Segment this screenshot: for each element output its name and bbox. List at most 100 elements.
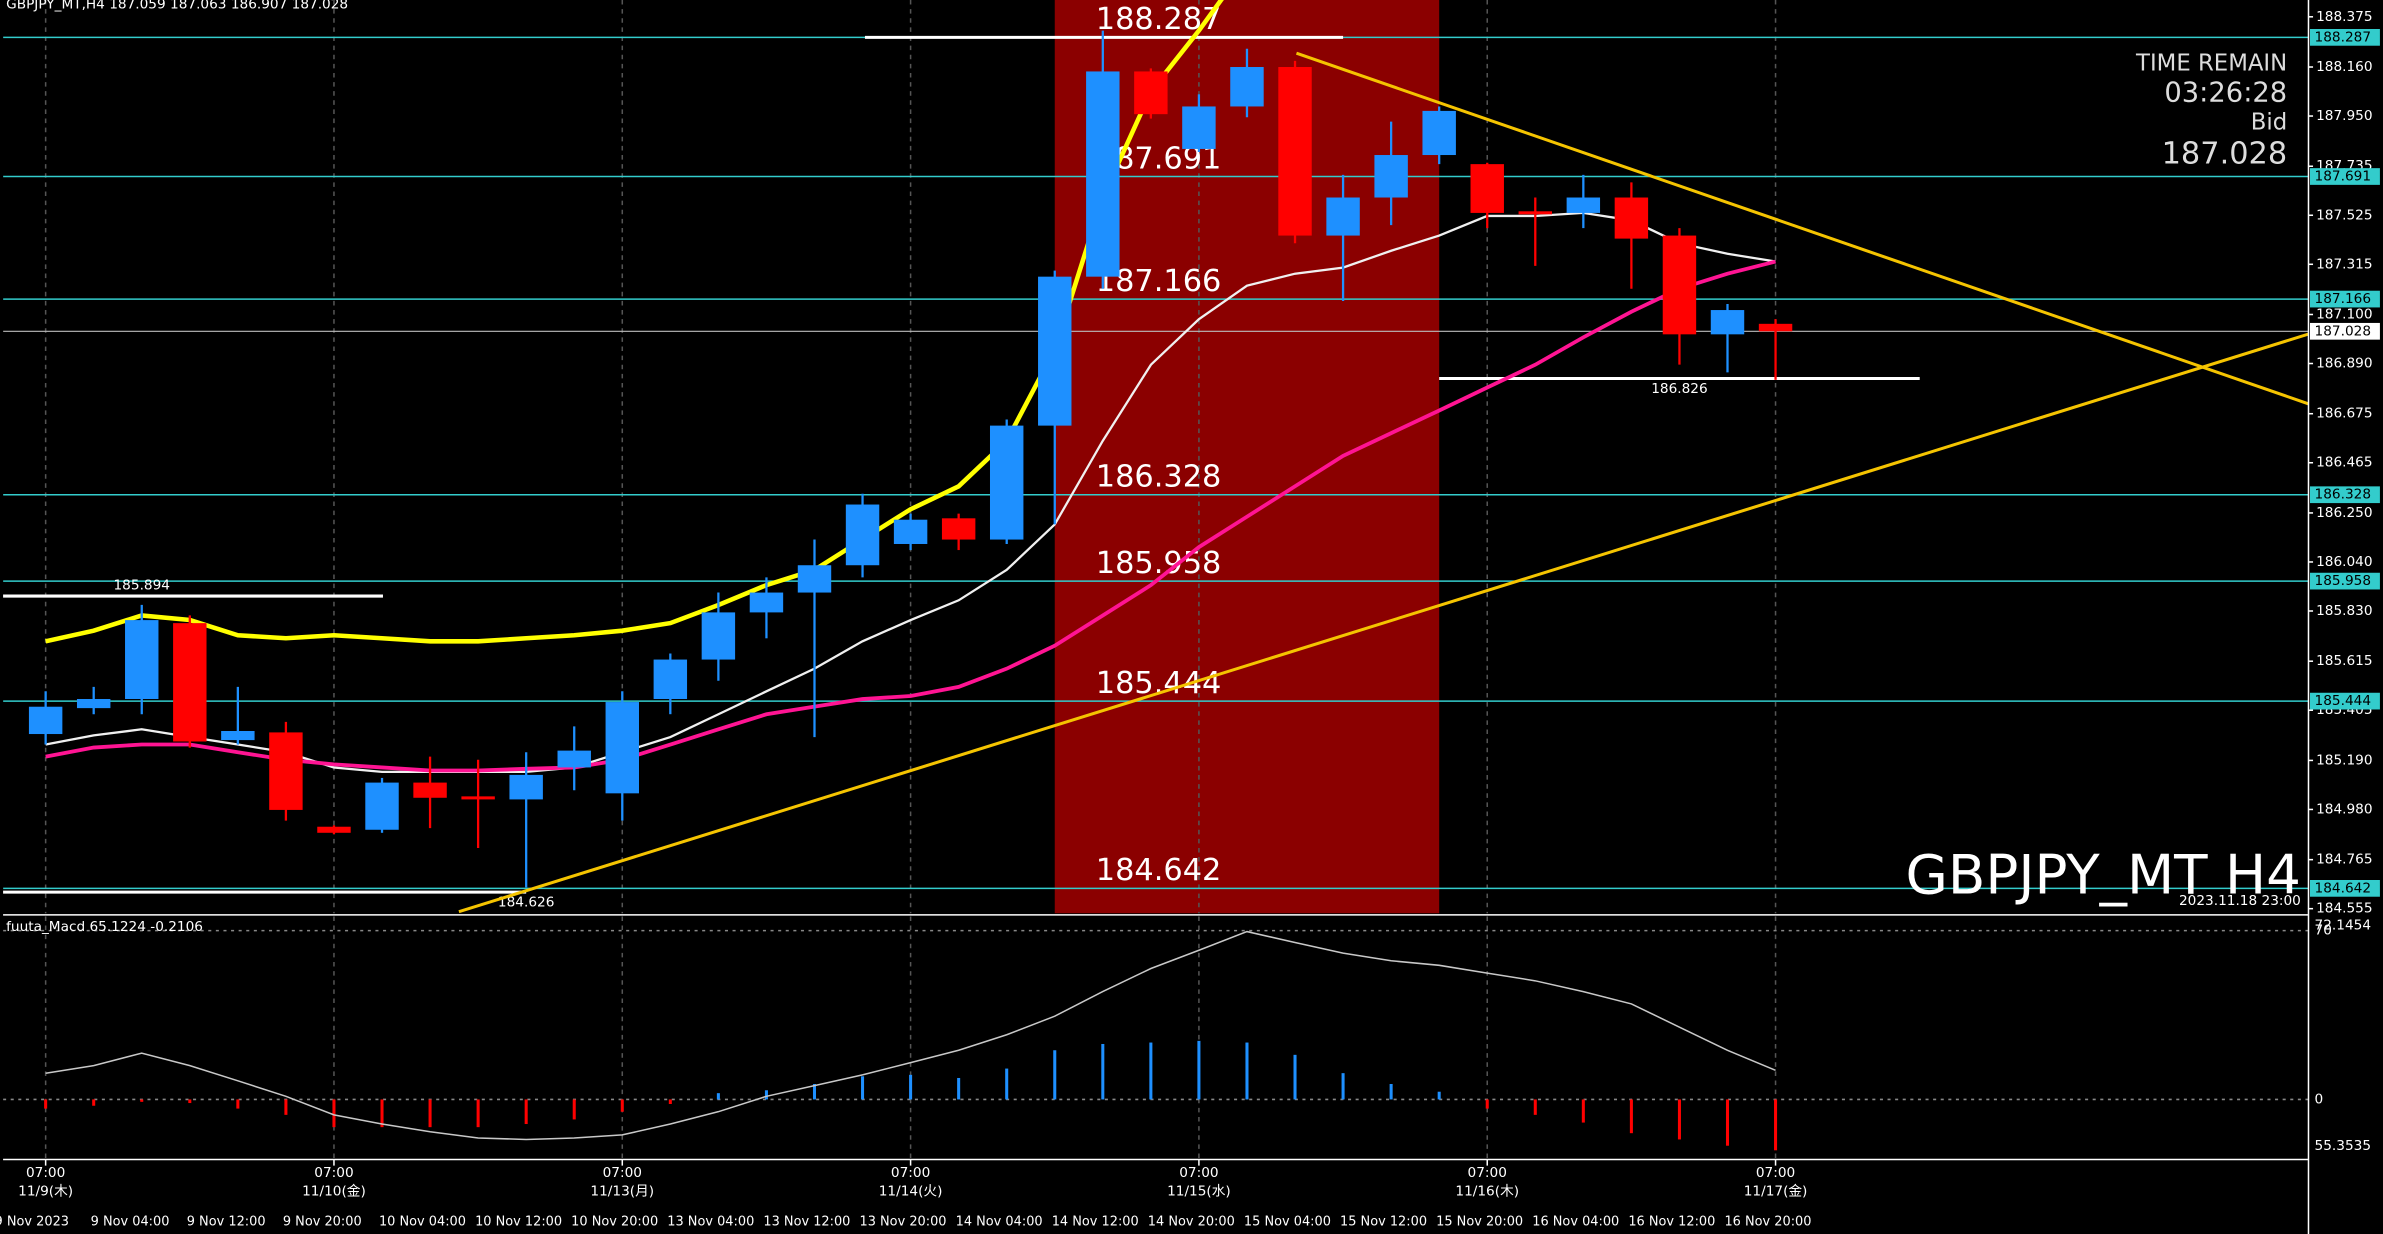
candle-body: [317, 826, 351, 833]
x-date-label: 11/15(水): [1167, 1183, 1231, 1199]
x-datetime-label: 9 Nov 20:00: [283, 1214, 362, 1229]
candle-body: [1086, 71, 1120, 277]
level-label: 185.958: [1096, 546, 1222, 581]
level-price-label: 185.958: [2315, 573, 2371, 589]
level-price-box: [2310, 880, 2380, 897]
trendline: [458, 332, 2309, 914]
candle-body: [1038, 276, 1072, 426]
bid-label: Bid: [2251, 110, 2287, 136]
bid-price-axis-label: 187.028: [2315, 323, 2371, 339]
y-tick-label: 186.250: [2316, 505, 2372, 521]
candle-body: [893, 519, 928, 544]
candle-body: [509, 774, 543, 800]
level-price-label: 187.166: [2315, 291, 2371, 307]
candle-body: [941, 518, 976, 540]
candle-body: [701, 612, 736, 660]
candle-body: [461, 796, 495, 800]
level-price-label: 184.642: [2315, 880, 2371, 896]
x-datetime-label: 9 Nov 2023: [0, 1214, 69, 1229]
x-datetime-label: 16 Nov 12:00: [1628, 1214, 1715, 1229]
level-label: 186.328: [1096, 460, 1222, 495]
x-datetime-label: 14 Nov 04:00: [956, 1214, 1043, 1229]
candle-body: [1374, 155, 1408, 198]
candle-body: [1470, 164, 1504, 213]
y-tick-label: 185.830: [2316, 603, 2372, 619]
x-date-label: 11/14(火): [879, 1183, 943, 1199]
x-datetime-label: 14 Nov 20:00: [1148, 1214, 1235, 1229]
candle-body: [1662, 235, 1697, 335]
candle-body: [173, 623, 207, 742]
y-tick-label: 186.675: [2316, 406, 2372, 422]
x-datetime-label: 13 Nov 20:00: [860, 1214, 947, 1229]
candle-body: [1566, 197, 1601, 213]
candle-body: [845, 504, 880, 566]
candle-body: [221, 731, 255, 741]
candle-body: [557, 750, 591, 768]
y-tick-label: 184.765: [2316, 852, 2372, 868]
candle-body: [76, 699, 111, 709]
x-time-label: 07:00: [1179, 1165, 1218, 1181]
y-tick-label: 184.980: [2316, 801, 2372, 817]
x-time-label: 07:00: [603, 1165, 642, 1181]
x-datetime-label: 10 Nov 20:00: [571, 1214, 658, 1229]
x-datetime-label: 14 Nov 12:00: [1052, 1214, 1139, 1229]
axes: 188.375188.160187.950187.735187.525187.3…: [0, 9, 2380, 1229]
candle-body: [269, 732, 303, 810]
candle-body: [1326, 197, 1360, 236]
candle-body: [1614, 197, 1649, 239]
x-time-label: 07:00: [891, 1165, 930, 1181]
y-tick-label: 185.190: [2316, 752, 2372, 768]
x-time-label: 07:00: [314, 1165, 353, 1181]
y-tick-label: 184.555: [2316, 901, 2372, 917]
y-tick-label: 186.890: [2316, 356, 2372, 372]
candle-body: [605, 702, 639, 794]
signal-line: [45, 930, 1776, 1141]
level-price-box: [2310, 692, 2380, 710]
level-price-label: 187.691: [2315, 169, 2371, 185]
x-datetime-label: 9 Nov 04:00: [91, 1214, 170, 1229]
x-datetime-label: 15 Nov 12:00: [1340, 1214, 1427, 1229]
segment-label: 184.626: [498, 895, 554, 911]
candle-body: [749, 592, 784, 613]
level-price-box: [2310, 486, 2380, 504]
indicator-line: [45, 259, 1776, 773]
candle-body: [989, 425, 1024, 540]
x-time-label: 07:00: [26, 1165, 65, 1181]
x-datetime-label: 10 Nov 12:00: [475, 1214, 562, 1229]
y-tick-label: 187.315: [2316, 256, 2372, 272]
segment-label: 186.826: [1651, 381, 1707, 397]
candle-body: [125, 620, 159, 700]
bid-price: 187.028: [2162, 137, 2288, 172]
candle-body: [28, 706, 63, 735]
level-label: 184.642: [1096, 853, 1222, 888]
y2-tick-label: 72.1454: [2315, 918, 2371, 934]
x-datetime-label: 16 Nov 20:00: [1724, 1214, 1811, 1229]
y-tick-label: 187.950: [2316, 108, 2372, 124]
x-date-label: 11/16(木): [1455, 1183, 1519, 1199]
indicator-header: fuuta_Macd 65.1224 -0.2106: [6, 919, 203, 935]
level-label: 185.444: [1096, 666, 1222, 701]
level-price-box: [2310, 168, 2380, 185]
candle-body: [1710, 310, 1745, 335]
candle-body: [797, 565, 832, 593]
level-label: 188.287: [1096, 2, 1222, 37]
y-tick-label: 188.160: [2316, 59, 2372, 75]
x-date-label: 11/17(金): [1744, 1183, 1808, 1199]
candle-body: [1422, 110, 1456, 156]
macd-panel: [3, 916, 2309, 1159]
x-datetime-label: 16 Nov 04:00: [1532, 1214, 1619, 1229]
main-panel: 188.287187.691187.166186.328185.958185.4…: [3, 0, 2309, 914]
timestamp: 2023.11.18 23:00: [2179, 893, 2301, 909]
x-datetime-label: 15 Nov 20:00: [1436, 1214, 1523, 1229]
y-tick-label: 186.465: [2316, 455, 2372, 471]
x-date-label: 11/13(月): [590, 1183, 654, 1199]
level-price-label: 185.444: [2315, 693, 2371, 709]
x-time-label: 07:00: [1756, 1165, 1795, 1181]
candle-body: [1182, 106, 1216, 149]
level-price-label: 188.287: [2315, 29, 2371, 45]
macd-bottom-label: 55.3535: [2315, 1138, 2371, 1154]
x-date-label: 11/10(金): [302, 1183, 366, 1199]
level-price-box: [2310, 290, 2380, 308]
x-datetime-label: 9 Nov 12:00: [187, 1214, 266, 1229]
